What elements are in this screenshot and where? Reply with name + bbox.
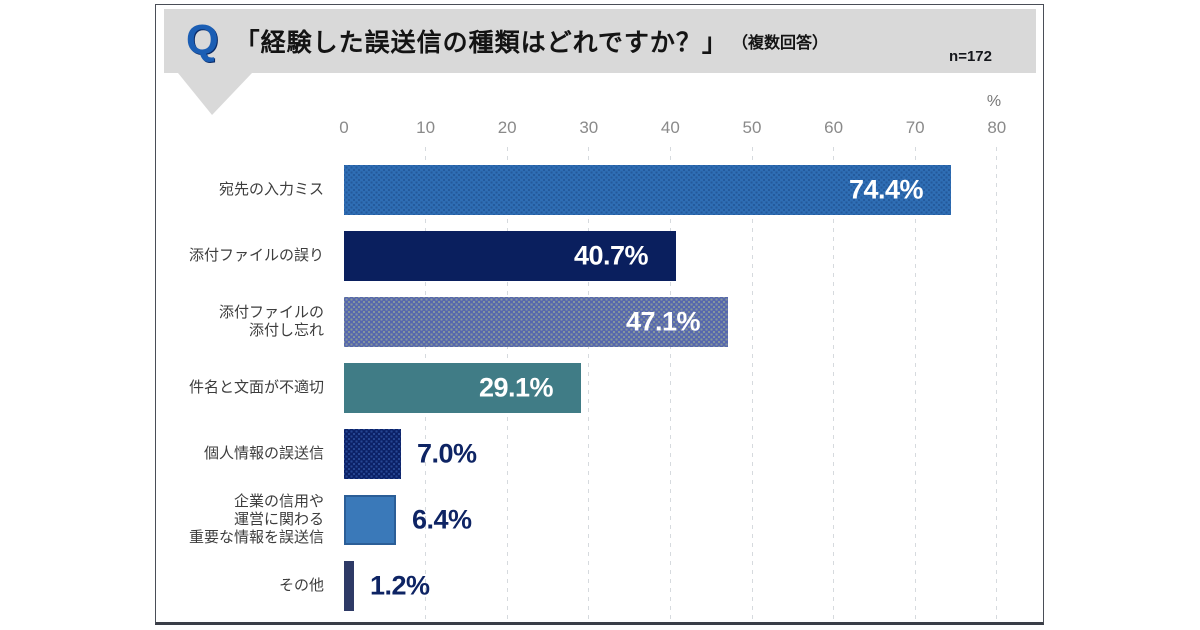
bar [344, 429, 401, 479]
axis-tick-label: 70 [905, 118, 925, 137]
category-label: その他 [278, 577, 324, 594]
speech-bubble-tail [178, 73, 252, 115]
gridline [751, 147, 753, 619]
bar: 47.1% [344, 297, 728, 347]
value-label: 47.1% [625, 306, 701, 337]
value-label: 6.4% [412, 504, 472, 535]
axis-tick-label: 80 [987, 118, 1007, 137]
value-label: 1.2% [370, 570, 430, 601]
axis-unit-label: % [986, 93, 1002, 110]
category-label: 添付ファイルの誤り [188, 247, 324, 264]
axis-tick-label: 30 [579, 118, 599, 137]
bar: 40.7% [344, 231, 676, 281]
q-mark: Q [186, 16, 219, 63]
axis-tick-label: 0 [339, 118, 349, 137]
category-label: 件名と文面が不適切 [188, 379, 324, 396]
axis-tick-label: 10 [416, 118, 436, 137]
value-label: 29.1% [478, 372, 554, 403]
category-label: 個人情報の誤送信 [203, 445, 324, 462]
bar: 74.4% [344, 165, 951, 215]
question-subtitle: （複数回答） [731, 35, 828, 52]
category-label: 企業の信用や 運営に関わる 重要な情報を誤送信 [188, 493, 324, 546]
axis-tick-label: 20 [497, 118, 517, 137]
question-bubble: Q 「経験した誤送信の種類はどれですか？」 （複数回答） n=172 [164, 9, 1036, 73]
sample-size: n=172 [949, 48, 992, 65]
category-label: 添付ファイルの 添付し忘れ [218, 304, 324, 339]
gridline [914, 147, 916, 619]
bar: 29.1% [344, 363, 581, 413]
bar [344, 561, 354, 611]
axis-tick-label: 50 [742, 118, 762, 137]
value-label: 74.4% [848, 174, 924, 205]
bar [344, 495, 396, 545]
category-label: 宛先の入力ミス [218, 181, 324, 198]
gridline [669, 147, 671, 619]
axis-tick-label: 60 [824, 118, 844, 137]
value-label: 40.7% [573, 240, 649, 271]
gridline [588, 147, 590, 619]
gridline [833, 147, 835, 619]
question-title: 「経験した誤送信の種類はどれですか？」 [234, 29, 728, 57]
axis-tick-label: 40 [660, 118, 680, 137]
value-label: 7.0% [417, 438, 477, 469]
chart-panel: Q 「経験した誤送信の種類はどれですか？」 （複数回答） n=172 % 0 10… [155, 4, 1044, 625]
gridline [996, 147, 998, 619]
